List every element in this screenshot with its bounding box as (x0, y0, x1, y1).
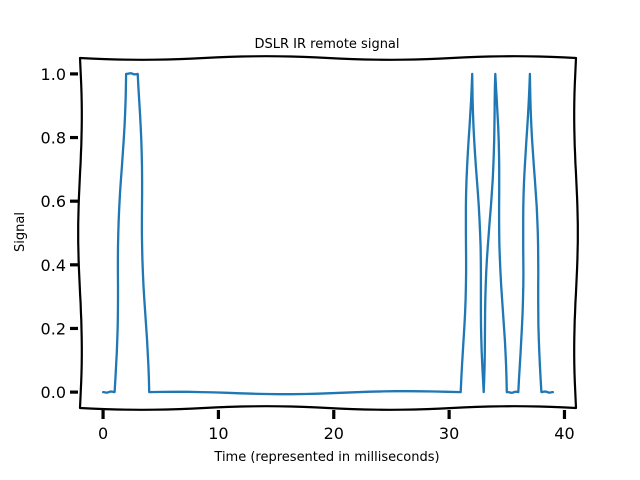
x-axis-label: Time (represented in milliseconds) (213, 450, 439, 465)
y-tick-label: 0.0 (41, 383, 66, 402)
x-tick-label: 30 (439, 424, 459, 443)
y-tick-label: 0.2 (41, 319, 66, 338)
y-tick-label: 0.8 (41, 129, 66, 148)
x-axis-ticks: 0 10 20 30 40 (98, 410, 575, 443)
y-tick-label: 0.6 (41, 192, 66, 211)
chart-title: DSLR IR remote signal (254, 37, 399, 52)
series-line (101, 72, 555, 396)
y-axis-ticks: 0.0 0.2 0.4 0.6 0.8 1.0 (41, 65, 78, 402)
y-tick-label: 0.4 (41, 256, 66, 275)
x-tick-label: 40 (554, 424, 574, 443)
y-axis-label: Signal (13, 212, 28, 252)
plot-frame (77, 55, 579, 411)
x-tick-label: 0 (98, 424, 108, 443)
x-tick-label: 20 (324, 424, 344, 443)
y-tick-label: 1.0 (41, 65, 66, 84)
x-tick-label: 10 (208, 424, 228, 443)
